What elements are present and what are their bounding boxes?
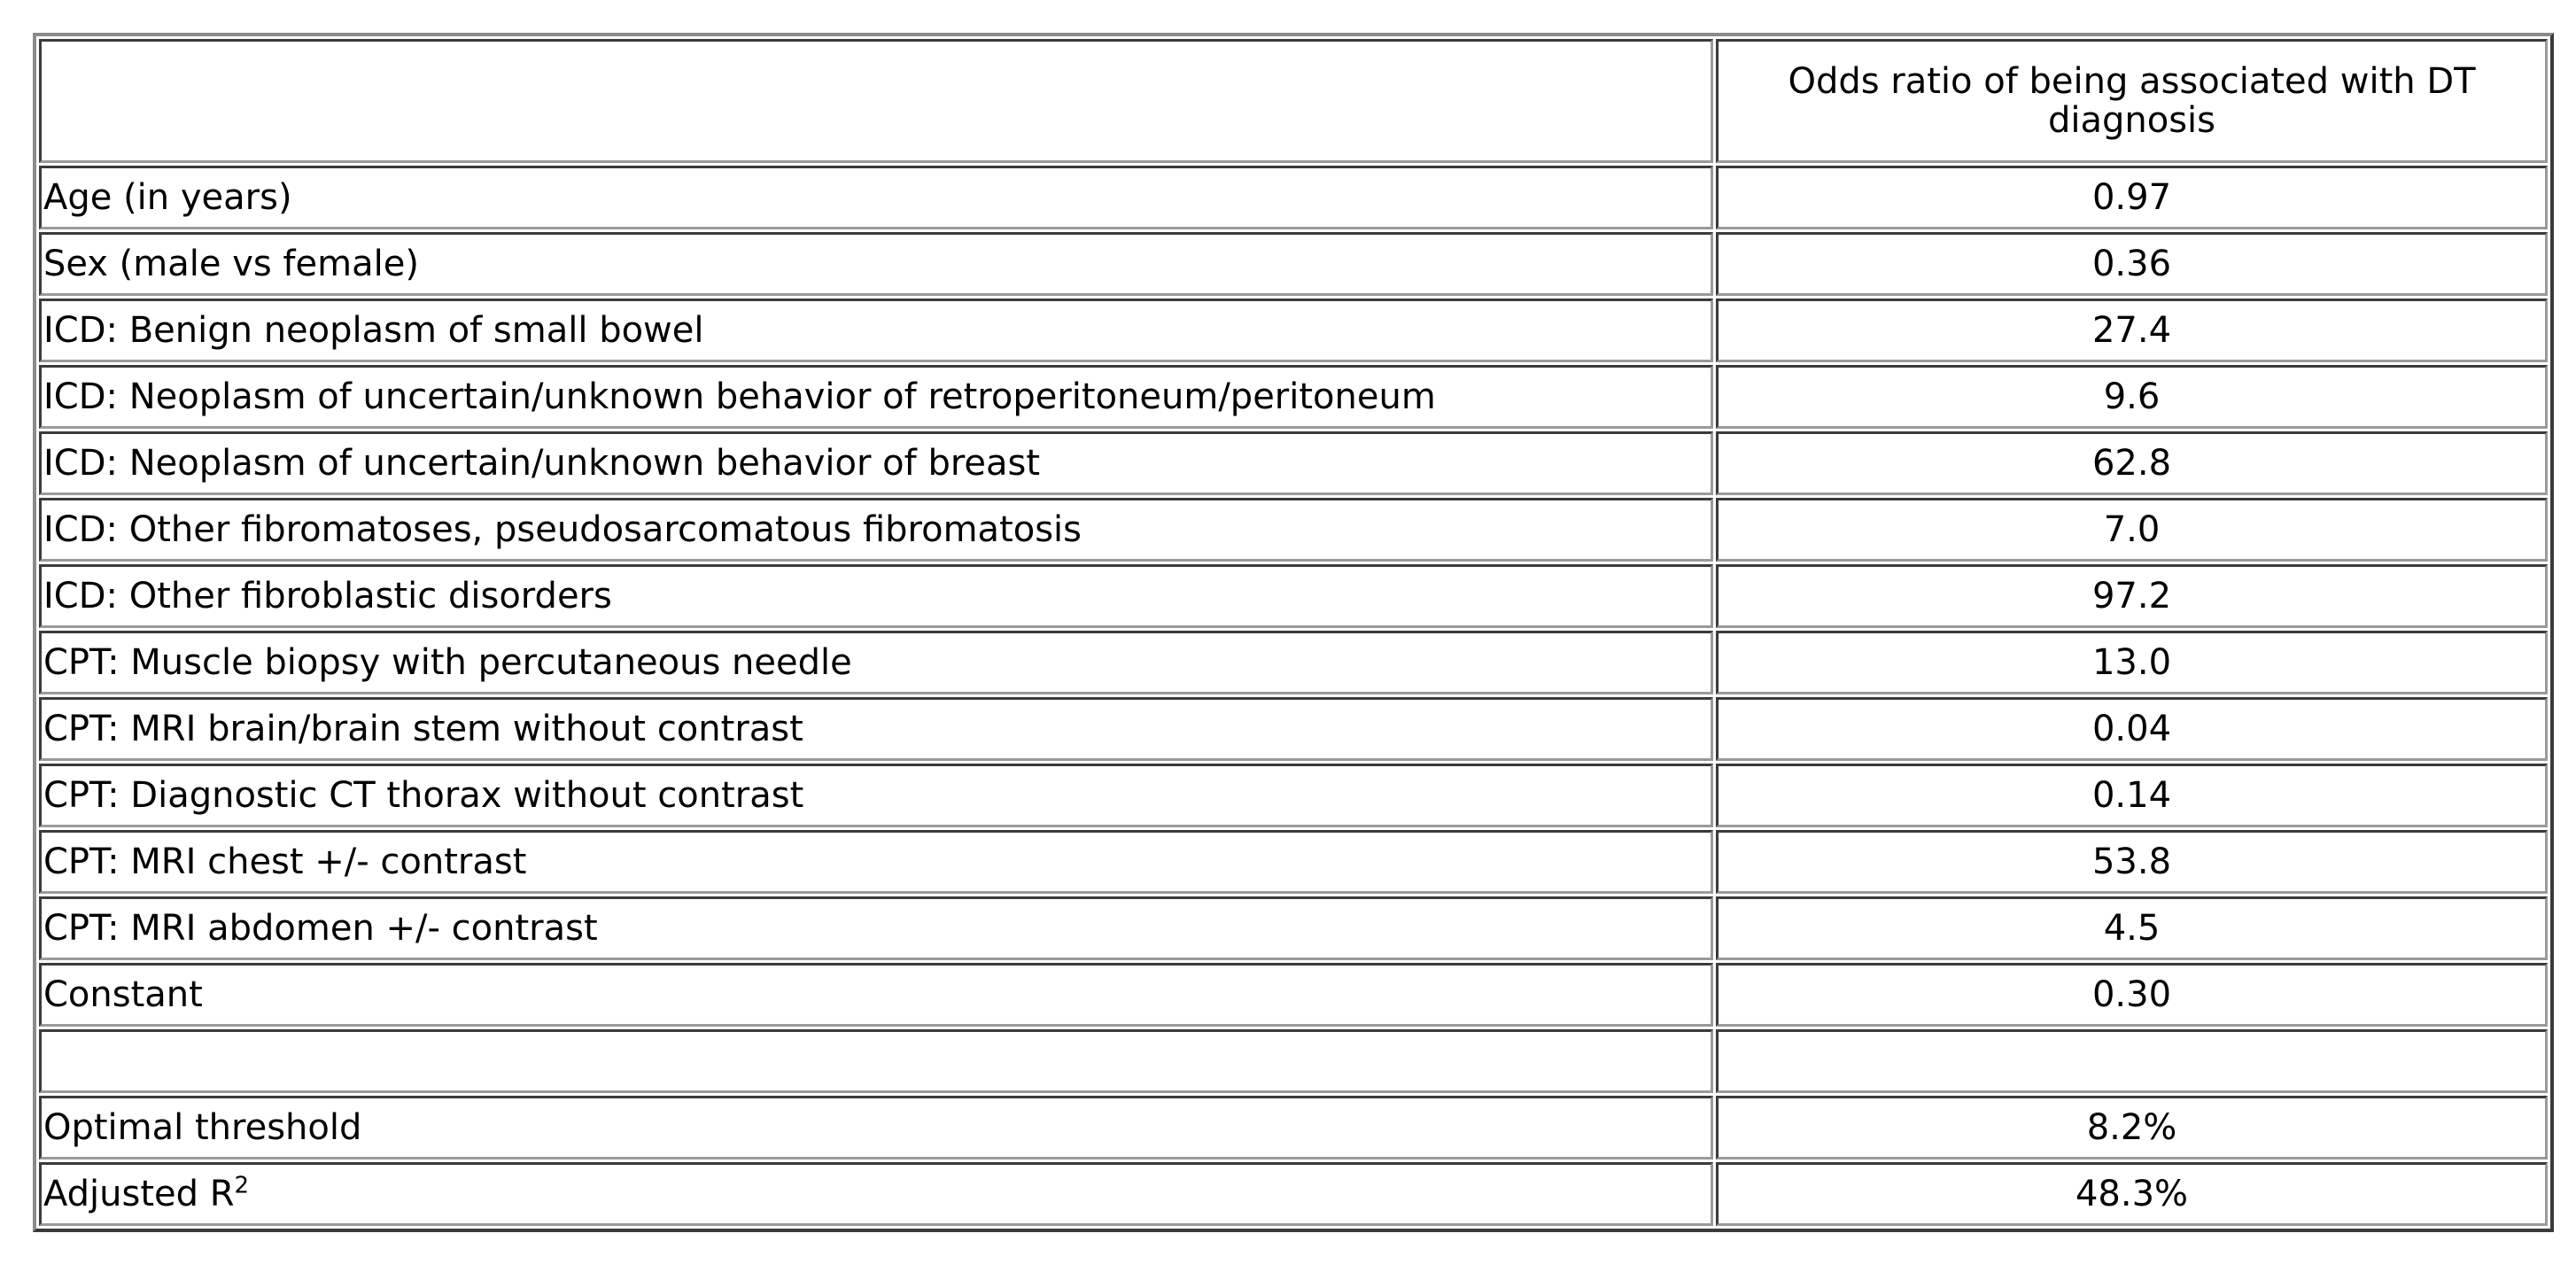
row-label: Age (in years) [39, 166, 1713, 229]
header-odds-ratio: Odds ratio of being associated with DT d… [1716, 39, 2548, 163]
table-row: ICD: Neoplasm of uncertain/unknown behav… [39, 365, 2548, 429]
row-label: ICD: Neoplasm of uncertain/unknown behav… [39, 365, 1713, 429]
table-header-row: Odds ratio of being associated with DT d… [39, 39, 2548, 163]
row-odds-ratio: 8.2% [1716, 1096, 2548, 1160]
row-odds-ratio: 0.14 [1716, 764, 2548, 827]
row-label: ICD: Benign neoplasm of small bowel [39, 299, 1713, 362]
row-odds-ratio: 48.3% [1716, 1162, 2548, 1226]
row-label: ICD: Other fibromatoses, pseudosarcomato… [39, 498, 1713, 562]
row-label: CPT: MRI brain/brain stem without contra… [39, 697, 1713, 761]
table-row: CPT: MRI chest +/- contrast 53.8 [39, 830, 2548, 894]
row-odds-ratio: 0.36 [1716, 232, 2548, 296]
row-label: Constant [39, 963, 1713, 1027]
row-label: CPT: Muscle biopsy with percutaneous nee… [39, 631, 1713, 694]
row-label: CPT: MRI abdomen +/- contrast [39, 896, 1713, 960]
row-odds-ratio: 27.4 [1716, 299, 2548, 362]
row-label: ICD: Neoplasm of uncertain/unknown behav… [39, 431, 1713, 495]
table-row: Constant 0.30 [39, 963, 2548, 1027]
row-odds-ratio: 62.8 [1716, 431, 2548, 495]
row-odds-ratio: 13.0 [1716, 631, 2548, 694]
table-row: ICD: Neoplasm of uncertain/unknown behav… [39, 431, 2548, 495]
row-odds-ratio: 0.30 [1716, 963, 2548, 1027]
table-row: ICD: Benign neoplasm of small bowel 27.4 [39, 299, 2548, 362]
row-label [39, 1029, 1713, 1093]
row-odds-ratio: 9.6 [1716, 365, 2548, 429]
row-label: Sex (male vs female) [39, 232, 1713, 296]
row-odds-ratio: 4.5 [1716, 896, 2548, 960]
superscript: 2 [234, 1172, 250, 1199]
row-odds-ratio: 0.04 [1716, 697, 2548, 761]
row-label: ICD: Other fibroblastic disorders [39, 564, 1713, 628]
table-row: Sex (male vs female) 0.36 [39, 232, 2548, 296]
table-row: CPT: Muscle biopsy with percutaneous nee… [39, 631, 2548, 694]
adjusted-r-label: Adjusted R [43, 1174, 235, 1214]
row-odds-ratio [1716, 1029, 2548, 1093]
row-label: Optimal threshold [39, 1096, 1713, 1160]
row-label: CPT: Diagnostic CT thorax without contra… [39, 764, 1713, 827]
row-label: CPT: MRI chest +/- contrast [39, 830, 1713, 894]
header-label-cell [39, 39, 1713, 163]
table-row [39, 1029, 2548, 1093]
row-odds-ratio: 97.2 [1716, 564, 2548, 628]
row-label: Adjusted R2 [39, 1162, 1713, 1226]
row-odds-ratio: 53.8 [1716, 830, 2548, 894]
table-row: CPT: MRI abdomen +/- contrast 4.5 [39, 896, 2548, 960]
odds-ratio-table: Odds ratio of being associated with DT d… [33, 33, 2554, 1232]
table-row: Adjusted R2 48.3% [39, 1162, 2548, 1226]
table-row: CPT: MRI brain/brain stem without contra… [39, 697, 2548, 761]
row-odds-ratio: 0.97 [1716, 166, 2548, 229]
table-row: Age (in years) 0.97 [39, 166, 2548, 229]
table-row: ICD: Other fibromatoses, pseudosarcomato… [39, 498, 2548, 562]
table-row: Optimal threshold 8.2% [39, 1096, 2548, 1160]
table-row: ICD: Other fibroblastic disorders 97.2 [39, 564, 2548, 628]
row-odds-ratio: 7.0 [1716, 498, 2548, 562]
table-row: CPT: Diagnostic CT thorax without contra… [39, 764, 2548, 827]
